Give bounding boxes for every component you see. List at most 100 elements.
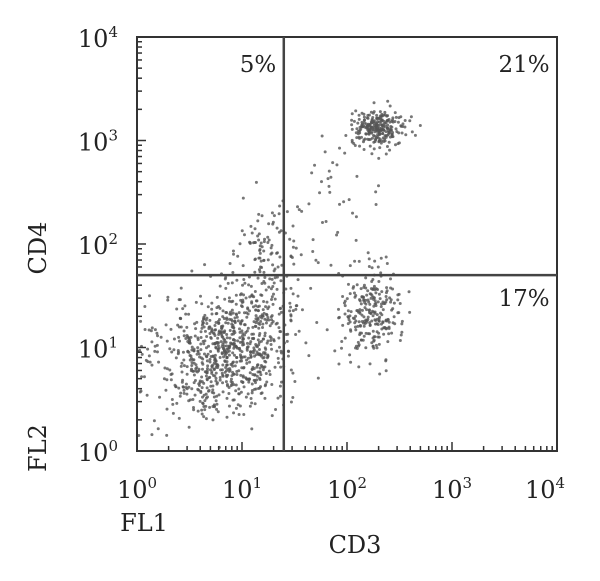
data-point [374,291,378,295]
data-point [376,300,380,304]
data-point [392,315,396,319]
data-point [221,373,225,377]
data-point [248,404,252,408]
data-point [181,385,185,389]
data-point [373,302,377,306]
data-point [372,339,376,343]
data-point [143,305,147,309]
data-point [170,397,174,401]
data-point [257,326,261,330]
data-point [291,224,295,228]
data-point [225,396,229,400]
data-point [190,387,194,391]
quadrant-label-upper-left: 5% [240,52,277,78]
data-point [370,266,374,270]
data-point [291,309,295,313]
data-point [358,129,362,133]
data-point [267,222,271,226]
data-point [375,117,379,121]
data-point [176,349,180,353]
data-point [235,278,239,282]
data-point [211,404,215,408]
data-point [214,379,218,383]
data-point [270,314,274,318]
data-point [350,118,354,122]
data-point [230,332,234,336]
data-point [257,321,261,325]
data-point [372,284,376,288]
data-point [214,399,218,403]
data-point [342,301,346,305]
data-point [153,344,157,348]
data-point [207,389,211,393]
data-point [316,261,320,265]
data-point [309,286,313,290]
data-point [236,319,240,323]
data-point [385,289,389,293]
data-point [251,373,255,377]
data-point [418,123,422,127]
data-point [203,313,207,317]
data-point [379,120,383,124]
data-point [307,202,311,206]
data-point [217,329,221,333]
data-point [366,289,370,293]
data-point [250,401,254,405]
data-point [222,330,226,334]
data-point [395,130,399,134]
data-point [225,363,229,367]
data-point [200,326,204,330]
data-point [254,343,258,347]
data-point [221,363,225,367]
data-point [316,376,320,380]
data-point [247,336,251,340]
data-point [218,378,222,382]
data-point [165,367,169,371]
data-point [179,391,183,395]
data-point [260,282,264,286]
data-point [377,280,381,284]
data-point [239,390,243,394]
data-point [231,338,235,342]
data-point [258,251,262,255]
data-point [279,330,283,334]
data-point [224,275,228,279]
y-tick-label: 100 [78,437,118,467]
data-point [389,298,393,302]
data-point [364,320,368,324]
data-point [275,349,279,353]
data-point [294,307,298,311]
data-point [220,345,224,349]
data-point [268,372,272,376]
data-point [177,386,181,390]
data-point [271,285,275,289]
data-point [357,113,361,117]
data-point [165,378,169,382]
data-point [209,380,213,384]
data-point [232,329,236,333]
data-point [288,309,292,313]
data-point [270,295,274,299]
data-point [209,350,213,354]
data-point [356,132,360,136]
x-tick-label: 100 [117,474,157,504]
x-channel-label: FL1 [120,509,168,537]
data-point [375,313,379,317]
data-point [261,325,265,329]
data-point [360,308,364,312]
data-point [249,340,253,344]
data-point [203,329,207,333]
data-point [273,365,277,369]
data-point [377,292,381,296]
data-point [202,317,206,321]
data-point [238,359,242,363]
data-point [394,127,398,131]
data-point [211,363,215,367]
data-point [226,281,230,285]
data-point [358,323,362,327]
data-point [363,306,367,310]
data-point [270,321,274,325]
data-point [238,327,242,331]
data-point [206,395,210,399]
data-point [256,338,260,342]
